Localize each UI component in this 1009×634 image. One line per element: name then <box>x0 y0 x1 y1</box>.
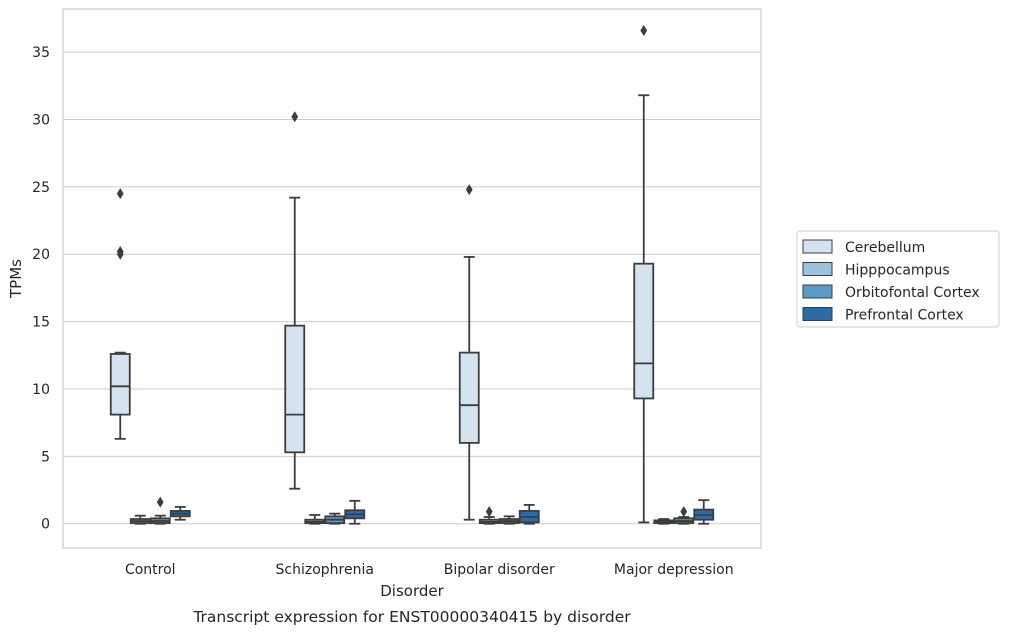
legend-swatch <box>802 239 833 254</box>
y-tick-label: 10 <box>32 382 50 398</box>
box <box>653 518 675 525</box>
box <box>344 499 366 525</box>
x-tick-label: Major depression <box>614 562 734 578</box>
box-body <box>109 353 131 416</box>
legend-frame <box>796 230 1000 328</box>
outlier-point <box>291 111 299 123</box>
box <box>304 514 326 525</box>
outlier-point <box>680 506 688 518</box>
legend: Cerebellum Hipppocampus Orbitofontal Corte… <box>796 230 1000 328</box>
outlier-point <box>116 188 124 200</box>
x-tick-label: Schizophrenia <box>276 562 374 578</box>
legend-label: Prefrontal Cortex <box>845 308 964 324</box>
box <box>129 514 151 525</box>
legend-swatch <box>802 262 833 276</box>
y-tick-label: 25 <box>32 180 50 196</box>
legend-swatch <box>802 307 833 321</box>
series-prefrontal-cortex <box>169 499 715 525</box>
y-tick-label: 30 <box>32 112 50 128</box>
grid-lines <box>63 51 761 525</box>
x-tick-labels: Control Schizophrenia Bipolar disorder Majo… <box>125 562 734 578</box>
box-body <box>458 351 480 444</box>
box <box>673 506 695 525</box>
series-cerebellum <box>109 25 655 524</box>
outlier-point <box>640 25 648 37</box>
y-tick-label: 20 <box>32 247 50 263</box>
box <box>693 499 715 525</box>
box <box>169 506 191 521</box>
outlier-point <box>485 506 493 518</box>
box <box>109 188 131 440</box>
y-tick-label: 5 <box>41 449 50 465</box>
y-tick-label: 35 <box>32 45 50 61</box>
outlier-point <box>116 248 124 260</box>
box <box>149 496 171 525</box>
y-tick-label: 15 <box>32 315 50 331</box>
box <box>284 111 306 490</box>
x-axis-label: Disorder <box>380 582 444 600</box>
legend-label: Cerebellum <box>845 240 925 256</box>
box <box>458 184 480 521</box>
box-body <box>284 324 306 454</box>
box <box>518 503 540 525</box>
outlier-point <box>465 184 473 196</box>
outlier-point <box>156 496 164 508</box>
x-tick-label: Control <box>125 562 176 578</box>
box <box>324 512 346 525</box>
series-orbitofontal-cortex <box>149 496 695 525</box>
y-tick-labels: 0 5 10 15 20 25 30 35 <box>32 45 50 533</box>
series-hipppocampus <box>129 506 675 525</box>
box-series <box>109 25 715 525</box>
x-tick-label: Bipolar disorder <box>444 562 555 578</box>
legend-swatch <box>802 284 833 299</box>
box-body <box>633 262 655 400</box>
chart-caption: Transcript expression for ENST0000034041… <box>192 608 631 626</box>
y-tick-label: 0 <box>41 517 50 533</box>
box <box>633 25 655 524</box>
legend-label: Orbitofontal Cortex <box>845 285 980 301</box>
box <box>478 506 500 525</box>
box <box>498 515 520 525</box>
legend-label: Hipppocampus <box>845 263 950 279</box>
plot-frame <box>62 8 762 549</box>
y-axis-label: TPMs <box>7 259 25 299</box>
